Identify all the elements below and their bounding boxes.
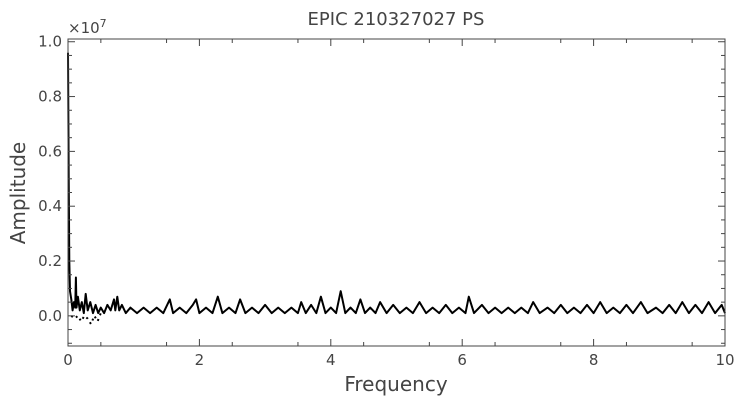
x-tick-label: 0 <box>63 351 73 369</box>
x-axis-label: Frequency <box>344 372 447 396</box>
y-multiplier-exponent: 7 <box>100 17 107 30</box>
y-axis-label: Amplitude <box>6 142 30 245</box>
y-tick-label: 1.0 <box>38 33 62 51</box>
x-tick-label: 10 <box>715 351 734 369</box>
y-axis: 0.0 0.2 0.4 0.6 0.8 1.0 <box>38 33 725 344</box>
chart-title: EPIC 210327027 PS <box>308 9 485 30</box>
x-tick-label: 6 <box>457 351 467 369</box>
plot-area <box>67 52 726 326</box>
y-tick-label: 0.8 <box>38 88 62 106</box>
y-tick-label: 0.2 <box>38 252 62 270</box>
plot-frame <box>67 38 726 347</box>
x-tick-label: 8 <box>589 351 599 369</box>
y-tick-label: 0.0 <box>38 307 62 325</box>
x-axis: 0 2 4 6 8 10 <box>63 39 735 369</box>
series-line-1 <box>67 52 726 315</box>
y-tick-label: 0.6 <box>38 142 62 160</box>
x-tick-label: 4 <box>326 351 336 369</box>
x-tick-label: 2 <box>195 351 205 369</box>
series-line-2 <box>70 312 102 326</box>
y-multiplier-label: ×107 <box>68 17 107 37</box>
y-tick-label: 0.4 <box>38 197 62 215</box>
